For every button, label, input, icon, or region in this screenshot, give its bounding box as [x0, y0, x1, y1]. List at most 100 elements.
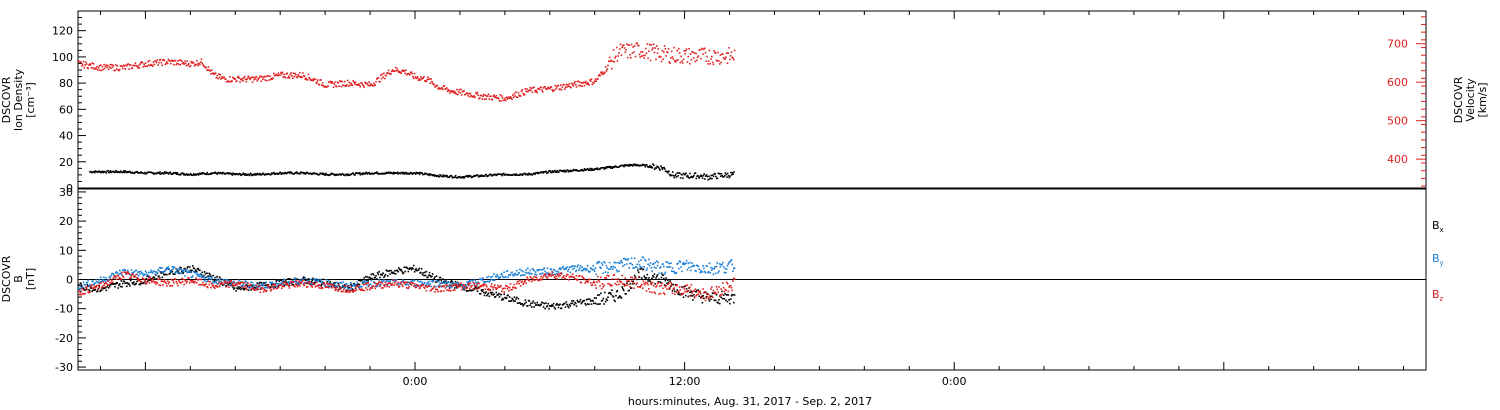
b-by-series-point	[601, 264, 604, 266]
density-series-point	[339, 173, 341, 175]
b-bz-series-point	[315, 281, 318, 284]
density-series-point	[109, 170, 112, 172]
velocity-series-point	[234, 78, 237, 80]
b-by-series-point	[535, 274, 538, 276]
b-bx-series-point	[415, 267, 417, 270]
b-bz-series-point	[262, 291, 265, 293]
b-by-series-point	[159, 267, 162, 269]
x-axis: 0:00 12:00 0:00	[99, 11, 1405, 388]
velocity-series-point	[588, 84, 590, 86]
b-by-series-point	[187, 271, 189, 273]
b-bz-series-point	[101, 286, 104, 288]
b-bz-series-point	[455, 283, 457, 285]
b-bz-series-point	[667, 283, 670, 285]
b-bz-series-point	[652, 281, 654, 284]
density-series-point	[269, 173, 271, 176]
velocity-series-point	[341, 80, 343, 83]
b-bx-series-point	[548, 307, 550, 310]
b-bz-series-point	[430, 289, 432, 292]
b-bz-series-point	[115, 276, 117, 278]
velocity-series-point	[514, 95, 516, 97]
b-by-series-point	[447, 281, 450, 283]
velocity-series-point	[426, 78, 428, 81]
b-bz-series-point	[339, 288, 341, 291]
b-bx-series-point	[665, 277, 667, 279]
velocity-series-point	[295, 76, 298, 79]
b-by-series-point	[306, 279, 309, 282]
b-bx-series-point	[115, 283, 117, 285]
b-by-series-point	[503, 271, 505, 274]
b-bx-series-point	[700, 295, 703, 298]
velocity-series-point	[659, 55, 661, 58]
velocity-series-point	[678, 52, 681, 54]
b-bx-series-point	[659, 281, 661, 283]
b-bx-series-point	[92, 289, 94, 291]
velocity-series-point	[479, 94, 482, 97]
b-bz-series-point	[319, 284, 321, 286]
b-bx-series-point	[722, 297, 724, 300]
b-by-series-point	[724, 267, 726, 270]
b-bz-series-point	[111, 281, 114, 283]
b-bx-series-point	[417, 269, 420, 271]
velocity-series-point	[169, 60, 171, 62]
velocity-series-point	[672, 58, 675, 60]
density-series-point	[174, 171, 177, 174]
b-bz-series-point	[397, 281, 399, 284]
velocity-series-point	[487, 93, 490, 96]
velocity-series-point	[711, 55, 713, 58]
density-series-point	[278, 173, 280, 175]
b-by-series-point	[214, 277, 216, 279]
b-by-series-point	[706, 265, 708, 268]
b-by-series-point	[593, 268, 595, 271]
density-series-point	[442, 174, 444, 176]
b-bz-series-point	[674, 293, 676, 295]
velocity-series-point	[294, 72, 296, 75]
velocity-series-point	[133, 64, 136, 67]
b-by-series-point	[112, 273, 115, 275]
velocity-series-point	[564, 88, 566, 90]
velocity-series-point	[155, 61, 158, 64]
b-bx-series-point	[626, 280, 629, 283]
velocity-series-point	[91, 62, 93, 64]
b-by-series-point	[700, 269, 702, 272]
b-bx-series-point	[427, 274, 430, 277]
b-bz-series-point	[564, 278, 567, 280]
b-bx-series-point	[706, 292, 708, 295]
b-by-series-point	[361, 285, 363, 288]
velocity-series-point	[571, 82, 573, 85]
velocity-series-point	[431, 80, 433, 83]
velocity-series-point	[526, 88, 528, 90]
b-bz-series-point	[726, 282, 729, 285]
b-bz-series-point	[159, 278, 161, 280]
velocity-series-point	[733, 58, 735, 61]
velocity-series-point	[535, 89, 538, 92]
top-left-ylabel-line3: [cm⁻³]	[24, 82, 37, 118]
b-by-series-point	[364, 279, 366, 282]
b-by-series-point	[600, 267, 602, 269]
b-by-series-point	[562, 265, 564, 268]
b-bz-series-point	[708, 297, 711, 300]
density-series-point	[502, 172, 505, 175]
velocity-series-point	[563, 84, 565, 86]
b-bx-series-point	[129, 285, 131, 287]
b-bz-series-point	[203, 285, 206, 287]
velocity-series-point	[476, 91, 479, 94]
b-by-series-point	[479, 278, 482, 281]
velocity-series-point	[664, 48, 667, 50]
b-bx-series-point	[614, 300, 616, 303]
b-bz-series-point	[460, 282, 462, 284]
b-bz-series-point	[147, 278, 149, 281]
density-series-point	[129, 171, 131, 173]
density-series-point	[609, 165, 611, 168]
b-bz-series-point	[703, 291, 706, 293]
b-bx-series-point	[611, 289, 613, 291]
b-bx-series-point	[722, 294, 725, 296]
b-by-series-point	[170, 269, 172, 272]
b-bz-series-point	[707, 296, 709, 298]
b-bx-series-point	[237, 286, 240, 288]
density-series-point	[261, 173, 263, 176]
b-bx-series-point	[517, 297, 520, 300]
b-by-series-point	[586, 268, 588, 270]
velocity-series-point	[626, 43, 628, 45]
b-by-series-point	[639, 265, 641, 268]
